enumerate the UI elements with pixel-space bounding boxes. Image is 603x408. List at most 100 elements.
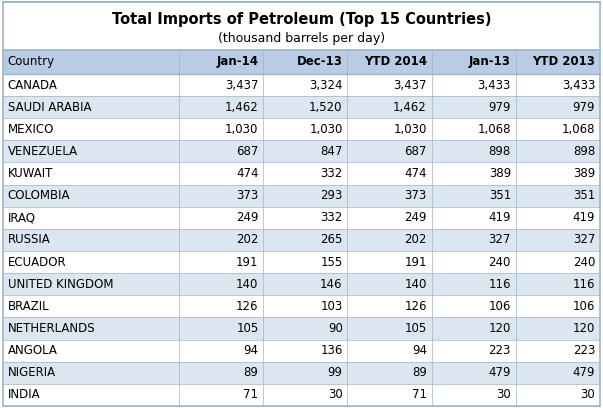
Bar [347, 273, 432, 295]
Bar [264, 295, 347, 317]
Text: IRAQ: IRAQ [8, 211, 36, 224]
Text: UNITED KINGDOM: UNITED KINGDOM [8, 278, 113, 291]
Text: 116: 116 [488, 278, 511, 291]
Text: 191: 191 [236, 255, 259, 268]
Text: YTD 2013: YTD 2013 [532, 55, 595, 68]
Text: MEXICO: MEXICO [8, 123, 54, 136]
Bar [347, 96, 432, 118]
Text: NIGERIA: NIGERIA [8, 366, 56, 379]
Text: 106: 106 [573, 300, 595, 313]
Bar [347, 251, 432, 273]
Text: Dec-13: Dec-13 [297, 55, 343, 68]
Text: 146: 146 [320, 278, 343, 291]
Bar [516, 207, 600, 229]
Text: YTD 2014: YTD 2014 [364, 55, 427, 68]
Bar [264, 251, 347, 273]
Bar [347, 317, 432, 339]
Text: NETHERLANDS: NETHERLANDS [8, 322, 95, 335]
Text: 240: 240 [488, 255, 511, 268]
Text: 389: 389 [489, 167, 511, 180]
Bar [516, 251, 600, 273]
Bar [179, 295, 264, 317]
Bar [432, 295, 516, 317]
Text: CANADA: CANADA [8, 78, 58, 91]
Bar [432, 207, 516, 229]
Text: 249: 249 [236, 211, 259, 224]
Bar [264, 384, 347, 406]
Bar [3, 295, 179, 317]
Bar [432, 140, 516, 162]
Bar [3, 384, 179, 406]
Bar [179, 140, 264, 162]
Text: 126: 126 [405, 300, 427, 313]
Text: 389: 389 [573, 167, 595, 180]
Bar [179, 96, 264, 118]
Text: ECUADOR: ECUADOR [8, 255, 66, 268]
Text: ANGOLA: ANGOLA [8, 344, 58, 357]
Text: 202: 202 [236, 233, 259, 246]
Text: 1,462: 1,462 [393, 101, 427, 114]
Bar [432, 229, 516, 251]
Text: 94: 94 [244, 344, 259, 357]
Bar [3, 96, 179, 118]
Bar [3, 118, 179, 140]
Text: 90: 90 [328, 322, 343, 335]
Bar [432, 339, 516, 361]
Text: Jan-14: Jan-14 [216, 55, 259, 68]
Bar [347, 118, 432, 140]
Bar [264, 273, 347, 295]
Bar [347, 184, 432, 207]
Bar [347, 162, 432, 184]
Bar [179, 384, 264, 406]
Bar [179, 317, 264, 339]
Bar [179, 339, 264, 361]
Text: 106: 106 [488, 300, 511, 313]
Bar [179, 273, 264, 295]
Text: 351: 351 [489, 189, 511, 202]
Text: 3,437: 3,437 [393, 78, 427, 91]
Text: 332: 332 [320, 211, 343, 224]
Bar [3, 361, 179, 384]
Bar [347, 74, 432, 96]
Text: 103: 103 [320, 300, 343, 313]
Text: RUSSIA: RUSSIA [8, 233, 51, 246]
Bar [3, 273, 179, 295]
Text: 155: 155 [320, 255, 343, 268]
Bar [516, 140, 600, 162]
Bar [179, 361, 264, 384]
Bar [264, 229, 347, 251]
Text: 99: 99 [327, 366, 343, 379]
Text: 240: 240 [573, 255, 595, 268]
Bar [432, 184, 516, 207]
Bar [516, 339, 600, 361]
Bar [264, 317, 347, 339]
Text: 120: 120 [573, 322, 595, 335]
Bar [264, 184, 347, 207]
Text: COLOMBIA: COLOMBIA [8, 189, 71, 202]
Bar [516, 74, 600, 96]
Text: 1,030: 1,030 [225, 123, 259, 136]
Bar [432, 251, 516, 273]
Bar [179, 251, 264, 273]
Text: 351: 351 [573, 189, 595, 202]
Text: 89: 89 [244, 366, 259, 379]
Text: 327: 327 [488, 233, 511, 246]
Text: 1,068: 1,068 [561, 123, 595, 136]
Bar [347, 50, 432, 74]
Text: 3,324: 3,324 [309, 78, 343, 91]
Text: 419: 419 [488, 211, 511, 224]
Text: 474: 474 [236, 167, 259, 180]
Text: Total Imports of Petroleum (Top 15 Countries): Total Imports of Petroleum (Top 15 Count… [112, 12, 491, 27]
Text: 71: 71 [244, 388, 259, 401]
Text: 979: 979 [488, 101, 511, 114]
Text: (thousand barrels per day): (thousand barrels per day) [218, 32, 385, 45]
Text: 265: 265 [320, 233, 343, 246]
Text: BRAZIL: BRAZIL [8, 300, 49, 313]
Text: 120: 120 [488, 322, 511, 335]
Text: 479: 479 [488, 366, 511, 379]
Text: 136: 136 [320, 344, 343, 357]
Text: 327: 327 [573, 233, 595, 246]
Bar [264, 118, 347, 140]
Bar [179, 162, 264, 184]
Bar [3, 2, 600, 50]
